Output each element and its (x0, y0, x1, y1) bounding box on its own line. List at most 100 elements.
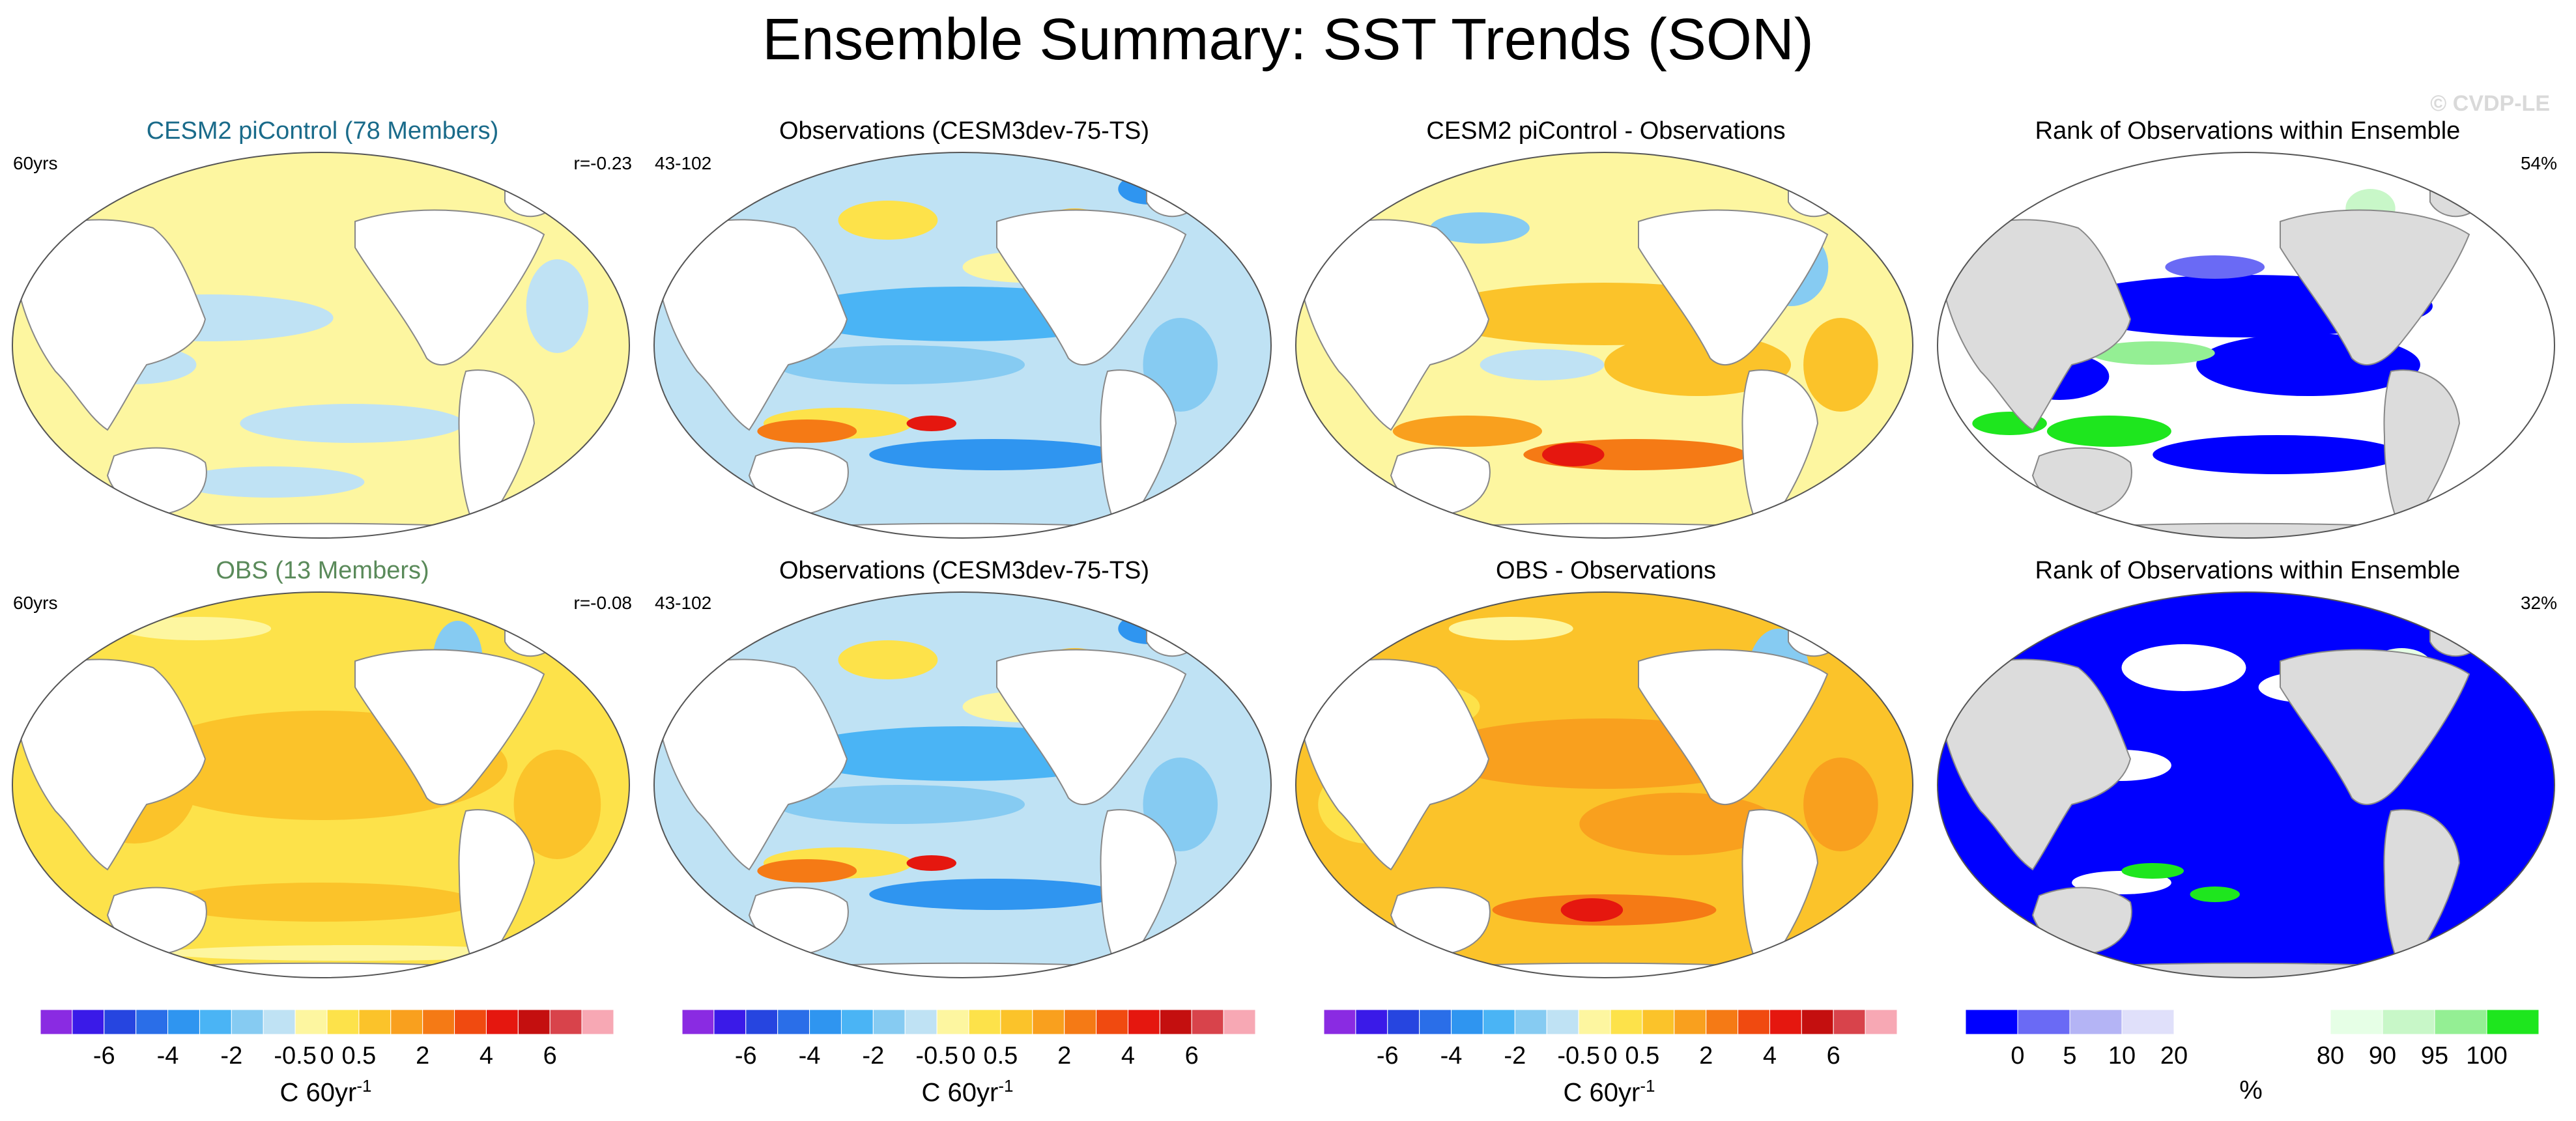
colorbar-swatch (936, 1009, 969, 1035)
land-samerica (458, 369, 536, 535)
colorbar-swatch (358, 1009, 392, 1035)
colorbar-tick-label: 0 (2011, 1042, 2025, 1070)
colorbar-swatch (1514, 1009, 1547, 1035)
colorbar-swatch (840, 1009, 874, 1035)
colorbar-swatch (549, 1009, 582, 1035)
colorbar-swatch (1159, 1009, 1192, 1035)
colorbar-tick-label: 4 (479, 1042, 494, 1070)
colorbar-tick-label: 95 (2420, 1042, 2449, 1070)
land-asia (1941, 219, 2132, 431)
land-asia (657, 219, 848, 431)
field-contour (1392, 416, 1542, 447)
colorbar-swatch (681, 1009, 715, 1035)
colorbar-tick-label: 4 (1121, 1042, 1136, 1070)
field-contour (240, 404, 465, 443)
colorbar-swatch (1769, 1009, 1802, 1035)
colorbar-tick-label: 0 (962, 1042, 976, 1070)
colorbar-swatch (2225, 1009, 2279, 1035)
field-contour (2046, 416, 2171, 447)
field-contour (838, 201, 938, 240)
colorbar-tick-label: -4 (1440, 1042, 1463, 1070)
colorbar-swatch (1482, 1009, 1515, 1035)
map-r1c2 (1295, 591, 1913, 978)
colorbar-swatch (2278, 1009, 2331, 1035)
colorbar-swatch (136, 1009, 169, 1035)
colorbar-units-text: C 60yr (279, 1078, 357, 1107)
colorbar-swatch (1738, 1009, 1770, 1035)
map-r0c2 (1295, 152, 1913, 539)
field-contour (1448, 617, 1573, 640)
colorbar-swatch (2382, 1009, 2435, 1035)
colorbar-tick-label: 2 (1057, 1042, 1072, 1070)
field-contour (1560, 898, 1624, 922)
colorbar-tick-label: 20 (2160, 1042, 2188, 1070)
field-contour (906, 416, 956, 431)
land-samerica (2383, 809, 2461, 975)
colorbar-tick-label: -2 (220, 1042, 243, 1070)
field-contour (869, 879, 1119, 910)
land-samerica (1100, 369, 1177, 535)
colorbar-swatch (2330, 1009, 2383, 1035)
colorbar-swatch (1674, 1009, 1707, 1035)
field-contour (776, 345, 1025, 384)
colorbar-tick-label: 2 (416, 1042, 430, 1070)
colorbar-swatch (2121, 1009, 2175, 1035)
colorbar-tick-label: 2 (1699, 1042, 1713, 1070)
panel-left-annotation: 43-102 (655, 153, 712, 173)
colorbar-tick-label: -6 (734, 1042, 757, 1070)
land-namerica (2280, 649, 2470, 805)
colorbar-tick-label: -2 (1504, 1042, 1526, 1070)
land-samerica (2383, 369, 2461, 535)
field-contour (1803, 318, 1878, 412)
colorbar-swatch (1064, 1009, 1097, 1035)
field-contour (1542, 443, 1605, 466)
panel-right-annotation: 54% (2520, 153, 2557, 173)
map-border (1295, 152, 1913, 539)
colorbar-tick-label: -4 (798, 1042, 821, 1070)
land-asia (16, 659, 207, 871)
panel-left-annotation: 60yrs (13, 153, 58, 173)
map-border (1937, 152, 2555, 539)
colorbar-swatch (1546, 1009, 1579, 1035)
colorbar-swatch (1223, 1009, 1256, 1035)
map-r0c3 (1937, 152, 2555, 539)
panel-title: OBS - Observations (1496, 557, 1716, 584)
colorbar-1 (681, 1009, 1256, 1035)
colorbar-swatch (2434, 1009, 2487, 1035)
colorbar-swatch (231, 1009, 264, 1035)
colorbar-swatch (1127, 1009, 1160, 1035)
field-contour (757, 419, 857, 443)
land-namerica (1638, 209, 1829, 365)
field-contour (2121, 644, 2246, 691)
land-asia (1941, 659, 2132, 871)
colorbar-swatch (1610, 1009, 1643, 1035)
colorbar-swatch (1965, 1009, 2018, 1035)
colorbar-tick-label: 0 (1603, 1042, 1618, 1070)
land-samerica (1741, 369, 1819, 535)
panel-left-annotation: 60yrs (13, 593, 58, 613)
colorbar-tick-label: 90 (2368, 1042, 2397, 1070)
colorbar-swatch (72, 1009, 105, 1035)
panel-title: Observations (CESM3dev-75-TS) (779, 557, 1150, 584)
colorbar-swatch (2017, 1009, 2070, 1035)
land-namerica (354, 649, 545, 805)
colorbar-units-label: C 60yr-1 (39, 1076, 612, 1107)
colorbar-tick-label: -4 (156, 1042, 179, 1070)
colorbar-tick-label: 0 (320, 1042, 334, 1070)
field-contour (776, 785, 1025, 824)
panel-right-annotation: 32% (2520, 593, 2557, 613)
colorbar-swatch (199, 1009, 232, 1035)
map-border (12, 152, 630, 539)
map-border (12, 591, 630, 978)
colorbar-swatch (390, 1009, 423, 1035)
land-namerica (2280, 209, 2470, 365)
colorbar-swatch (745, 1009, 779, 1035)
colorbar-swatch (167, 1009, 200, 1035)
colorbar-tick-label: -0.5 (1557, 1042, 1600, 1070)
panel-right-annotation: r=-0.23 (573, 153, 633, 173)
colorbar-tick-label: 4 (1762, 1042, 1777, 1070)
colorbar-0 (40, 1009, 614, 1035)
figure-title: Ensemble Summary: SST Trends (SON) (762, 7, 1814, 72)
field-contour (1480, 349, 1605, 380)
colorbar-swatch (1355, 1009, 1388, 1035)
